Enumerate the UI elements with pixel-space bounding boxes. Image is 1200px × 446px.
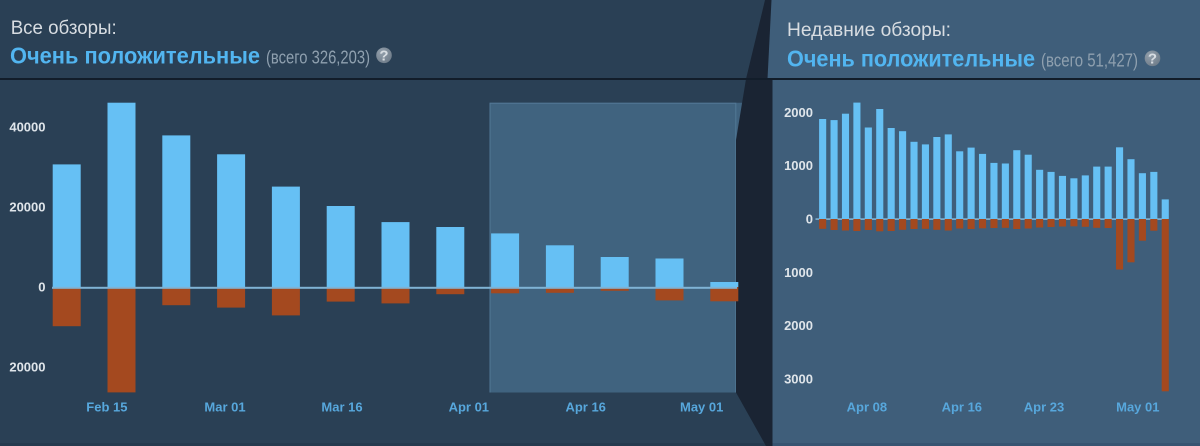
svg-text:1000: 1000 — [784, 158, 813, 173]
svg-text:May 01: May 01 — [1116, 399, 1159, 414]
svg-text:May 01: May 01 — [680, 399, 723, 414]
svg-text:Mar 01: Mar 01 — [204, 399, 245, 414]
svg-text:Apr 08: Apr 08 — [847, 399, 887, 414]
svg-text:?: ? — [1148, 51, 1157, 68]
svg-text:?: ? — [379, 48, 388, 65]
svg-text:20000: 20000 — [9, 200, 45, 215]
svg-text:2000: 2000 — [784, 318, 813, 333]
svg-text:Apr 01: Apr 01 — [449, 399, 489, 414]
svg-text:Все обзоры:: Все обзоры: — [11, 18, 117, 39]
svg-text:0: 0 — [806, 212, 813, 227]
svg-text:20000: 20000 — [9, 360, 45, 375]
svg-text:Apr 16: Apr 16 — [942, 399, 982, 414]
svg-text:Apr 16: Apr 16 — [565, 399, 605, 414]
svg-text:40000: 40000 — [9, 120, 45, 135]
svg-text:Apr 23: Apr 23 — [1024, 399, 1064, 414]
svg-text:Недавние обзоры:: Недавние обзоры: — [787, 20, 951, 41]
svg-text:2000: 2000 — [784, 105, 813, 120]
svg-text:Feb 15: Feb 15 — [86, 399, 127, 414]
svg-text:Очень положительные: Очень положительные — [787, 46, 1035, 72]
svg-text:(всего 326,203): (всего 326,203) — [266, 48, 370, 68]
svg-text:1000: 1000 — [784, 265, 813, 280]
svg-text:3000: 3000 — [784, 371, 813, 386]
svg-text:0: 0 — [38, 280, 45, 295]
svg-text:Mar 16: Mar 16 — [321, 399, 362, 414]
svg-text:Очень положительные: Очень положительные — [10, 43, 260, 69]
svg-text:(всего 51,427): (всего 51,427) — [1041, 51, 1138, 71]
